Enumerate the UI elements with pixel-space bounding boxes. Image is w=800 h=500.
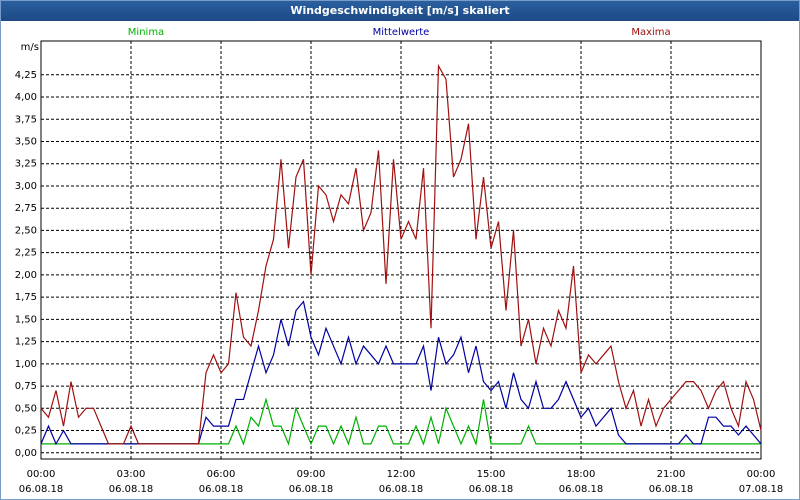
y-tick-label: 1,75 bbox=[15, 292, 37, 303]
legend-label: Mittelwerte bbox=[373, 27, 430, 38]
x-tick-label: 18:00 06.08.18 bbox=[558, 469, 604, 495]
data-line bbox=[40, 63, 762, 445]
y-tick-label: 4,00 bbox=[15, 92, 37, 103]
y-tick-label: 1,50 bbox=[15, 314, 37, 325]
y-tick-label: 0,75 bbox=[15, 381, 37, 392]
y-tick-label: 2,25 bbox=[15, 248, 37, 259]
x-tick-label: 06:00 06.08.18 bbox=[198, 469, 244, 495]
y-tick-label: 1,00 bbox=[15, 359, 37, 370]
y-tick-label: 1,25 bbox=[15, 337, 37, 348]
x-tick-label: 15:00 06.08.18 bbox=[468, 469, 514, 495]
y-tick-label: 2,00 bbox=[15, 270, 37, 281]
y-tick-label: 2,50 bbox=[15, 225, 37, 236]
legend-label: Minima bbox=[128, 27, 164, 38]
y-tick-label: 0,00 bbox=[15, 448, 37, 459]
y-tick-label: 0,50 bbox=[15, 403, 37, 414]
y-tick-label: 4,25 bbox=[15, 70, 37, 81]
x-tick-label: 03:00 06.08.18 bbox=[108, 469, 154, 495]
legend-label: Maxima bbox=[631, 27, 670, 38]
y-tick-label: 2,75 bbox=[15, 203, 37, 214]
y-axis-label: m/s bbox=[21, 42, 39, 53]
x-tick-label: 09:00 06.08.18 bbox=[288, 469, 334, 495]
x-tick-label: 00:00 06.08.18 bbox=[18, 469, 64, 495]
plot-frame bbox=[40, 40, 762, 460]
x-tick-label: 00:00 07.08.18 bbox=[738, 469, 784, 495]
y-tick-label: 3,50 bbox=[15, 136, 37, 147]
x-tick-label: 12:00 06.08.18 bbox=[378, 469, 424, 495]
x-tick-label: 21:00 06.08.18 bbox=[648, 469, 694, 495]
y-tick-label: 3,25 bbox=[15, 159, 37, 170]
y-tick-label: 3,00 bbox=[15, 181, 37, 192]
y-tick-label: 3,75 bbox=[15, 114, 37, 125]
chart-title: Windgeschwindigkeit [m/s] skaliert bbox=[1, 1, 799, 21]
y-tick-label: 0,25 bbox=[15, 426, 37, 437]
